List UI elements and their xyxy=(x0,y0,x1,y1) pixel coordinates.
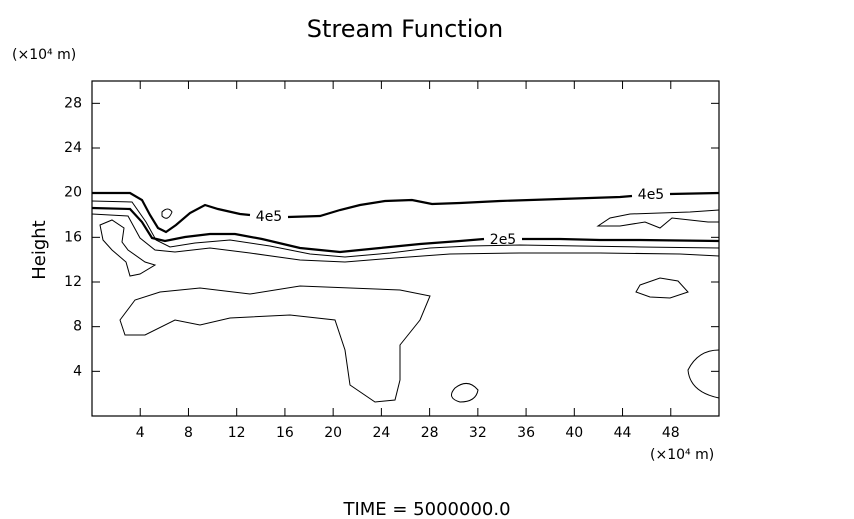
y-unit: (×10⁴ m) xyxy=(12,47,76,63)
contour-label: 4e5 xyxy=(638,187,664,203)
footer-text: TIME = 5000000.0 xyxy=(342,499,510,519)
contour-line xyxy=(91,206,720,254)
y-tick-label: 16 xyxy=(64,229,82,245)
plot-frame xyxy=(91,80,720,417)
y-tick-label: 8 xyxy=(73,319,82,335)
x-tick-label: 12 xyxy=(228,425,246,441)
y-tick-label: 12 xyxy=(64,274,82,290)
contour-line xyxy=(92,191,720,234)
y-tick-label: 20 xyxy=(64,185,82,201)
x-tick-label: 36 xyxy=(517,425,535,441)
x-tick-label: 32 xyxy=(469,425,487,441)
y-axis-label: Height xyxy=(29,220,50,280)
x-tick-label: 4 xyxy=(136,425,145,441)
contour-label: 2e5 xyxy=(490,232,516,248)
contours xyxy=(91,191,720,403)
x-tick-label: 44 xyxy=(614,425,632,441)
x-tick-label: 20 xyxy=(324,425,342,441)
x-tick-label: 48 xyxy=(662,425,680,441)
y-tick-label: 28 xyxy=(64,95,82,111)
x-tick-label: 8 xyxy=(184,425,193,441)
chart-title: Stream Function xyxy=(307,15,504,43)
x-tick-label: 40 xyxy=(565,425,583,441)
x-unit: (×10⁴ m) xyxy=(650,447,714,463)
x-tick-label: 16 xyxy=(276,425,294,441)
x-tick-label: 24 xyxy=(372,425,390,441)
contour-label: 4e5 xyxy=(256,209,282,225)
x-tick-label: 28 xyxy=(421,425,439,441)
y-tick-label: 4 xyxy=(73,363,82,379)
y-tick-label: 24 xyxy=(64,140,82,156)
